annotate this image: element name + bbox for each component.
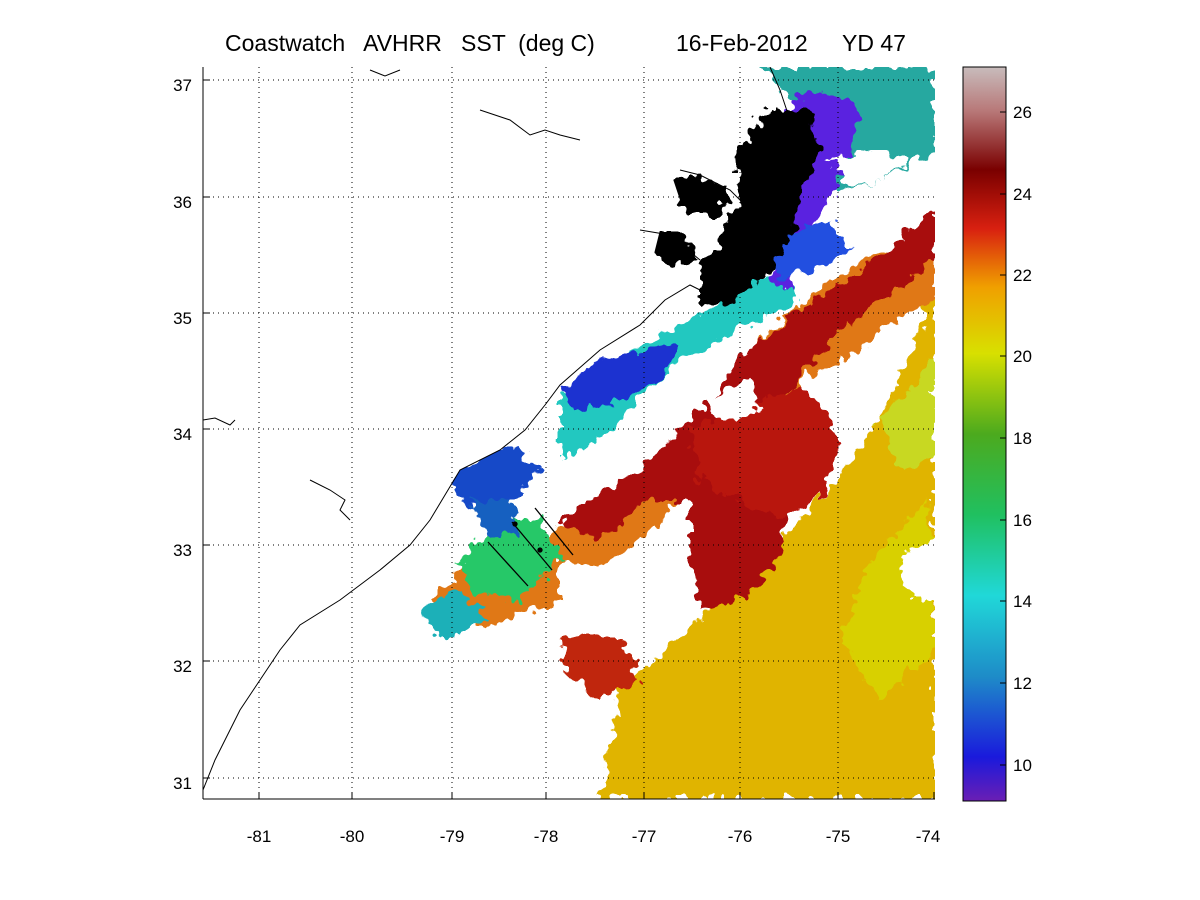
lat-tick-label: 35 (173, 309, 192, 328)
colorbar-gradient (962, 66, 1007, 802)
cloud-mask (480, 150, 935, 780)
lon-tick-label: -74 (916, 827, 941, 846)
survey-tracks (487, 507, 574, 587)
lat-tick-label: 33 (173, 541, 192, 560)
land-mass (203, 67, 700, 760)
lon-tick-label: -76 (728, 827, 753, 846)
lat-tick-label: 32 (173, 657, 192, 676)
lat-tick-label: 34 (173, 425, 192, 444)
lon-tick-labels: -81 -80 -79 -78 -77 -76 -75 -74 (247, 827, 941, 846)
colorbar-tick-label: 14 (1013, 592, 1032, 611)
colorbar-tick-label: 12 (1013, 674, 1032, 693)
colorbar-tick-label: 20 (1013, 347, 1032, 366)
lat-tick-label: 37 (173, 76, 192, 95)
colorbar-tick-label: 18 (1013, 429, 1032, 448)
colorbar-tick-label: 10 (1013, 756, 1032, 775)
lon-tick-label: -77 (632, 827, 657, 846)
title-product: Coastwatch AVHRR SST (deg C) (225, 30, 595, 56)
title-yearday: YD 47 (842, 30, 906, 56)
lon-tick-label: -79 (440, 827, 465, 846)
lat-tick-labels: 37 36 35 34 33 32 31 (173, 76, 192, 793)
colorbar-tick-label: 26 (1013, 103, 1032, 122)
coastline (203, 67, 801, 791)
lon-tick-label: -81 (247, 827, 272, 846)
colorbar-tick-label: 24 (1013, 185, 1032, 204)
sst-field (420, 67, 935, 799)
lon-tick-label: -80 (340, 827, 365, 846)
lon-tick-label: -75 (826, 827, 851, 846)
lon-tick-label: -78 (534, 827, 559, 846)
title-date: 16-Feb-2012 (676, 30, 808, 56)
map-title: Coastwatch AVHRR SST (deg C) 16-Feb-2012… (225, 30, 906, 56)
sst-map: -81 -80 -79 -78 -77 -76 -75 -74 37 36 35… (173, 67, 940, 846)
lat-tick-label: 31 (173, 774, 192, 793)
sst-colorbar: 26 24 22 20 18 16 14 12 10 (962, 66, 1032, 802)
lat-lon-grid (203, 67, 935, 799)
map-axes (202, 67, 935, 800)
colorbar-tick-label: 22 (1013, 266, 1032, 285)
colorbar-tick-label: 16 (1013, 511, 1032, 530)
lat-tick-label: 36 (173, 193, 192, 212)
